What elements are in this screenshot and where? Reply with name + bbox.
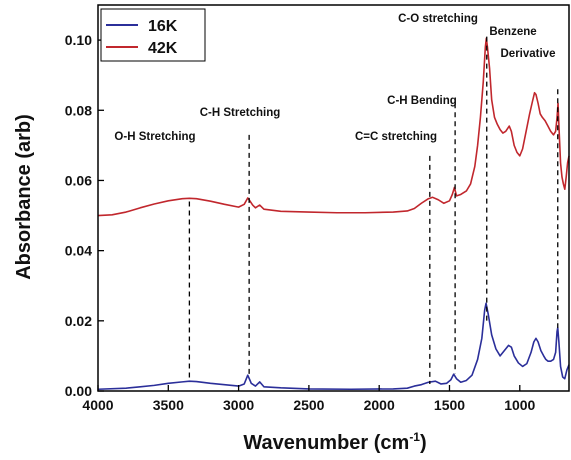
x-tick-label: 2000 [364, 397, 395, 413]
x-tick-label: 3500 [153, 397, 184, 413]
x-axis-title: Wavenumber (cm-1) [243, 430, 426, 454]
annotation-ch-stretching: C-H Stretching [200, 107, 281, 119]
axis-ticks: 4000 3500 3000 2500 2000 1500 1000 0.00 0.02 0.04… [65, 32, 536, 413]
series-line-42k [97, 37, 570, 217]
legend-label-42k: 42K [148, 40, 178, 57]
x-tick-label: 1500 [434, 397, 465, 413]
x-tick-label: 1000 [504, 397, 535, 413]
legend-label-16k: 16K [148, 18, 178, 35]
plot-frame [97, 4, 570, 392]
y-tick-label: 0.02 [65, 313, 92, 329]
legend-box [100, 8, 206, 62]
legend: 16K 42K [100, 8, 206, 62]
y-tick-label: 0.10 [65, 32, 92, 48]
y-tick-label: 0.04 [65, 243, 92, 259]
x-tick-label: 3000 [223, 397, 254, 413]
y-tick-label: 0.06 [65, 172, 92, 188]
annotation-oh-stretching: O-H Stretching [114, 131, 195, 143]
y-axis-title: Absorbance (arb) [13, 114, 35, 280]
x-tick-label: 4000 [82, 397, 113, 413]
x-tick-label: 2500 [293, 397, 324, 413]
annotation-ch-bending: C-H Bending [387, 95, 457, 107]
annotation-co-stretching: C-O stretching [398, 13, 478, 25]
y-tick-label: 0.08 [65, 102, 92, 118]
annotation-lines [188, 36, 559, 384]
series-line-16k [97, 302, 570, 391]
annotation-cc-stretching: C=C stretching [355, 131, 437, 143]
annotation-derivative: Derivative [501, 48, 556, 60]
annotation-labels: O-H Stretching C-H Stretching C=C stretc… [114, 13, 555, 143]
annotation-benzene: Benzene [489, 26, 536, 38]
series-layer [97, 37, 570, 391]
y-tick-label: 0.00 [65, 383, 92, 399]
plot-background [98, 5, 569, 391]
